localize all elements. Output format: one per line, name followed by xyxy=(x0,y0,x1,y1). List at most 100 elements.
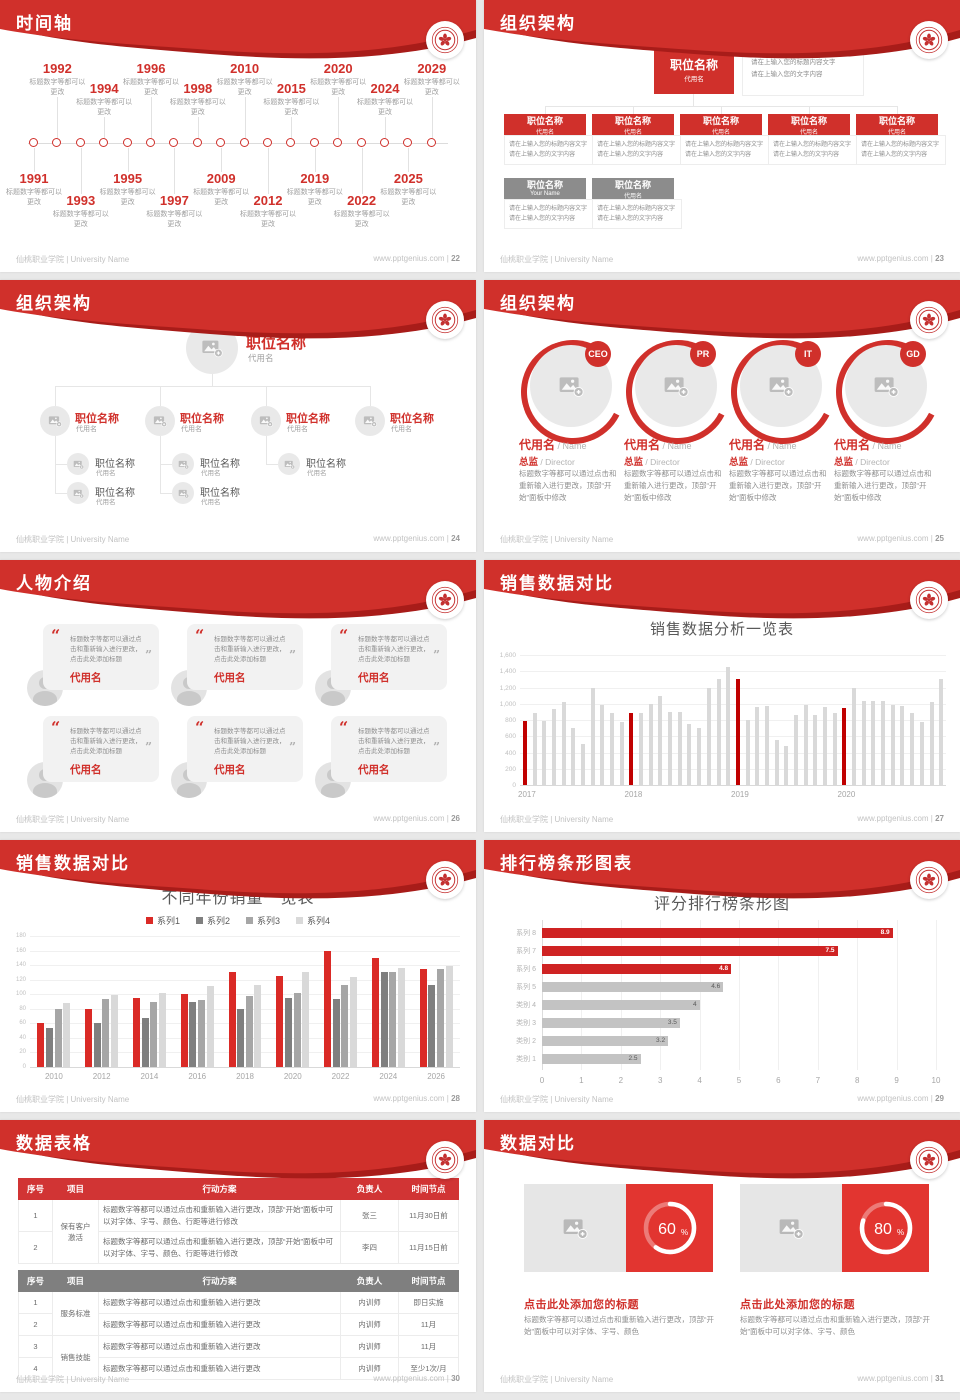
timeline-milestone: 2024 标题数字等都可以更改 xyxy=(356,81,414,117)
timeline-connector xyxy=(244,97,246,139)
org-tree-sub-title: 职位名称 xyxy=(306,459,346,470)
desc-line: 请在上输入您的标题内容文字 xyxy=(861,142,940,148)
legend-item: 系列2 xyxy=(195,914,230,927)
plan-cell: 标题数字等都可以通过点击和重新输入进行更改，顶部“开始”面板中可以对字体、字号、… xyxy=(98,1231,341,1264)
connector xyxy=(721,106,722,114)
desc-line: 请在上输入您的标题内容文字 xyxy=(685,142,764,148)
chart-bar xyxy=(832,712,837,785)
open-quote-icon: “ xyxy=(339,718,349,737)
org-tree-node-subtitle: 代用名 xyxy=(287,426,308,433)
timeline-milestone: 2009 标题数字等都可以更改 xyxy=(192,171,250,207)
donut-percent-unit: % xyxy=(897,1228,904,1237)
gridline-h xyxy=(30,950,460,952)
gridline-h xyxy=(520,671,946,673)
org-child-subtitle: 代用名 xyxy=(711,130,730,137)
org-child-subtitle: 代用名 xyxy=(535,130,554,137)
y-tick-label: 400 xyxy=(505,749,516,757)
chart-bar xyxy=(561,702,566,785)
slide-timeline[interactable]: 1991 标题数字等都可以更改 1992 标题数字等都可以更改 1993 标题数字等都可以… xyxy=(0,0,476,272)
connector xyxy=(55,386,56,406)
chart-bar xyxy=(716,679,721,785)
slide-org-boxes[interactable]: 职位名称 代用名 请在上输入您的标题内容文字 请在上输入您的文字内容 职位名称 代用名 请在… xyxy=(484,0,960,272)
gridline-v xyxy=(660,920,662,1070)
bar-value-label: 4 xyxy=(692,1001,697,1008)
chart-bar xyxy=(803,705,808,785)
milestone-year: 1992 xyxy=(42,61,72,76)
slide-ranking-chart[interactable]: 评分排行榜条形图 0 1 2 3 4 5 6 7 8 9 10 系列 8 8.9 系列 7 7.5 系列 6 4.… xyxy=(484,840,960,1112)
chart-bar xyxy=(302,972,310,1067)
plan-cell: 标题数字等都可以通过点击和重新输入进行更改，顶部“开始”面板中可以对字体、字号、… xyxy=(98,1199,341,1232)
chart-bar xyxy=(706,687,711,785)
chart-bar xyxy=(823,707,828,785)
slide-sales-chart[interactable]: 销售数据分析一览表 0 200 400 600 800 1,000 1,200 1,400 1,6… xyxy=(484,560,960,832)
chart-bar xyxy=(371,957,379,1067)
table-header-cell: 序号 xyxy=(18,1178,53,1200)
image-placeholder-icon xyxy=(73,460,84,469)
chart-bar xyxy=(668,711,673,785)
org-tree-node-photo xyxy=(355,406,385,436)
chart-bar xyxy=(284,997,292,1067)
chart-bar xyxy=(228,972,236,1067)
gridline-v xyxy=(542,920,543,1070)
chart-bar xyxy=(542,999,700,1010)
connector xyxy=(212,374,213,386)
chart-bar xyxy=(590,687,595,785)
chart-bar xyxy=(141,1017,149,1067)
timeline-milestone: 1993 标题数字等都可以更改 xyxy=(52,193,110,229)
image-placeholder-icon xyxy=(769,377,794,397)
image-placeholder-icon xyxy=(178,489,189,498)
slide-org-circles[interactable]: CEO 代用名 / Name 总监 / Director 标题数字等都可以通过点击和重… xyxy=(484,280,960,552)
legend-swatch xyxy=(145,917,153,924)
timeline-connector xyxy=(338,97,340,139)
footer-site: www.pptgenius.com xyxy=(373,1094,445,1103)
chart-bar xyxy=(619,722,624,785)
member-name-line: 代用名 / Name xyxy=(519,436,627,454)
chart-bar xyxy=(610,712,615,785)
grouped-chart-canvas: 不同年份销量一览表 系列1 系列2 系列3 系列4 0 20 40 60 80 100 120 140 1… xyxy=(0,840,476,1112)
slide-data-tables[interactable]: 序号 项目 行动方案 负责人 时间节点 1 保有客户激活 标题数字等都可以通过点击和重新输入进… xyxy=(0,1120,476,1392)
slide-people-intro[interactable]: “标题数字等都可以通过点击和重新输入进行更改，点击此处添加标题” 代用名 “标题数字… xyxy=(0,560,476,832)
timeline-milestone: 1991 标题数字等都可以更改 xyxy=(5,171,63,207)
member-desc: 标题数字等都可以通过点击和重新输入进行更改，顶部“开始”面板中修改 xyxy=(834,469,932,502)
connector xyxy=(633,106,634,114)
desc-line: 请在上输入您的文字内容 xyxy=(597,216,664,223)
footer-school: 仙桃职业学院 | University Name xyxy=(16,255,130,264)
footer-site: www.pptgenius.com xyxy=(857,534,929,543)
quote-text: 标题数字等都可以通过点击和重新输入进行更改，点击此处添加标题 xyxy=(70,636,142,664)
slide-grouped-chart[interactable]: 不同年份销量一览表 系列1 系列2 系列3 系列4 0 20 40 60 80 100 120 140 1… xyxy=(0,840,476,1112)
connector xyxy=(160,464,172,465)
org-tree-node-subtitle: 代用名 xyxy=(391,426,412,433)
member-role-en: / Director xyxy=(748,457,785,467)
footer-school: 仙桃职业学院 | University Name xyxy=(16,1095,130,1104)
chart-bar xyxy=(648,703,653,785)
legend-label: 系列1 xyxy=(156,916,180,926)
chart-bar xyxy=(436,968,444,1067)
timeline-node-dot xyxy=(356,138,366,147)
chart-bar xyxy=(542,1035,669,1046)
data-table-red: 序号 项目 行动方案 负责人 时间节点 1 保有客户激活 标题数字等都可以通过点击和重新输入进… xyxy=(18,1178,459,1264)
open-quote-icon: “ xyxy=(195,626,205,645)
org-tree-canvas: 职位名称 代用名 职位名称 代用名 职位名称 代用名 职位名称 代用名 职位名称 代用名 职位名称代… xyxy=(0,280,476,552)
slide-donut-compare[interactable]: 60% 点击此处添加您的标题 标题数字等都可以通过点击和重新输入进行更改，顶部“开始… xyxy=(484,1120,960,1392)
data-table-gray: 序号 项目 行动方案 负责人 时间节点 1 服务标准 标题数字等都可以通过点击和重新输入进行更… xyxy=(18,1270,459,1380)
open-quote-icon: “ xyxy=(51,718,61,737)
slide-org-tree[interactable]: 职位名称 代用名 职位名称 代用名 职位名称 代用名 职位名称 代用名 职位名称 代用名 职位名称代… xyxy=(0,280,476,552)
org-extra-title: 职位名称 xyxy=(614,180,651,190)
close-quote-icon: ” xyxy=(145,648,152,662)
footer-separator: | xyxy=(444,1094,452,1103)
org-child-subtitle: 代用名 xyxy=(799,130,818,137)
org-tree-root-photo xyxy=(186,322,238,374)
legend-swatch xyxy=(195,917,203,924)
timeline-node-dot xyxy=(52,138,62,147)
member-name-en: / Name xyxy=(660,441,692,451)
org-extra-subtitle: 代用名 xyxy=(623,194,642,201)
footer-site: www.pptgenius.com xyxy=(857,254,929,263)
milestone-year: 2019 xyxy=(300,171,330,186)
footer-school: 仙桃职业学院 | University Name xyxy=(16,815,130,824)
chart-bar xyxy=(245,996,253,1067)
milestone-desc: 标题数字等都可以更改 xyxy=(357,99,413,116)
footer-page-number: 30 xyxy=(451,1374,460,1383)
member-name-en: / Name xyxy=(555,441,587,451)
footer-right: www.pptgenius.com | 27 xyxy=(857,814,944,825)
tables-canvas: 序号 项目 行动方案 负责人 时间节点 1 保有客户激活 标题数字等都可以通过点击和重新输入进… xyxy=(0,1120,476,1392)
